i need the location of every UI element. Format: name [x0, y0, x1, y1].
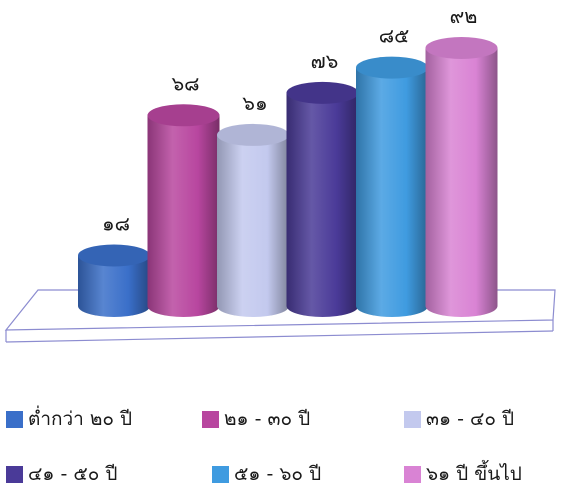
bar-6 — [425, 37, 498, 317]
bar-value-label: ๖๑ — [242, 91, 267, 115]
bar-value-label: ๙๒ — [450, 4, 478, 28]
bar-top — [78, 244, 150, 267]
legend-label: ๕๑ - ๖๐ ปี — [234, 463, 322, 485]
legend-swatch — [404, 465, 421, 483]
legend-item: ต่ำกว่า ๒๐ ปี — [6, 404, 132, 434]
legend-swatch — [212, 465, 229, 483]
bar-top — [286, 81, 359, 104]
legend-item: ๓๑ - ๔๐ ปี — [404, 404, 514, 434]
bar-value-label: ๗๖ — [311, 49, 339, 73]
bar-body — [356, 67, 428, 317]
bar-value-label: ๑๘ — [102, 212, 130, 236]
bar-value-label: ๘๕ — [379, 24, 410, 48]
legend-item: ๖๑ ปี ขึ้นไป — [404, 459, 522, 489]
bar-body — [286, 92, 359, 317]
bar-top — [356, 56, 428, 79]
legend-item: ๒๑ - ๓๐ ปี — [202, 404, 310, 434]
bar-body — [217, 134, 289, 317]
legend-swatch — [404, 410, 421, 428]
bar-top — [147, 104, 220, 127]
chart-floor-edge — [5, 330, 554, 343]
legend-label: ต่ำกว่า ๒๐ ปี — [28, 408, 133, 430]
bar-top — [217, 123, 289, 146]
bar-3 — [217, 123, 289, 317]
bar-1 — [78, 244, 150, 317]
legend-item: ๔๑ - ๕๐ ปี — [6, 459, 117, 489]
legend-swatch — [202, 410, 219, 428]
bar-body — [425, 48, 498, 317]
legend-label: ๒๑ - ๓๐ ปี — [224, 408, 311, 430]
bar-value-label: ๖๘ — [171, 71, 199, 95]
legend-label: ๔๑ - ๕๐ ปี — [28, 463, 118, 485]
bar-top — [425, 37, 498, 59]
legend-swatch — [6, 410, 23, 428]
bar-body — [147, 115, 220, 317]
legend-item: ๕๑ - ๖๐ ปี — [212, 459, 321, 489]
bar-4 — [286, 81, 359, 317]
bar-body — [78, 255, 150, 317]
legend-swatch — [6, 465, 23, 483]
bar-5 — [356, 56, 428, 317]
legend-label: ๖๑ ปี ขึ้นไป — [426, 463, 522, 485]
bar-2 — [147, 104, 220, 317]
legend-label: ๓๑ - ๔๐ ปี — [426, 408, 515, 430]
